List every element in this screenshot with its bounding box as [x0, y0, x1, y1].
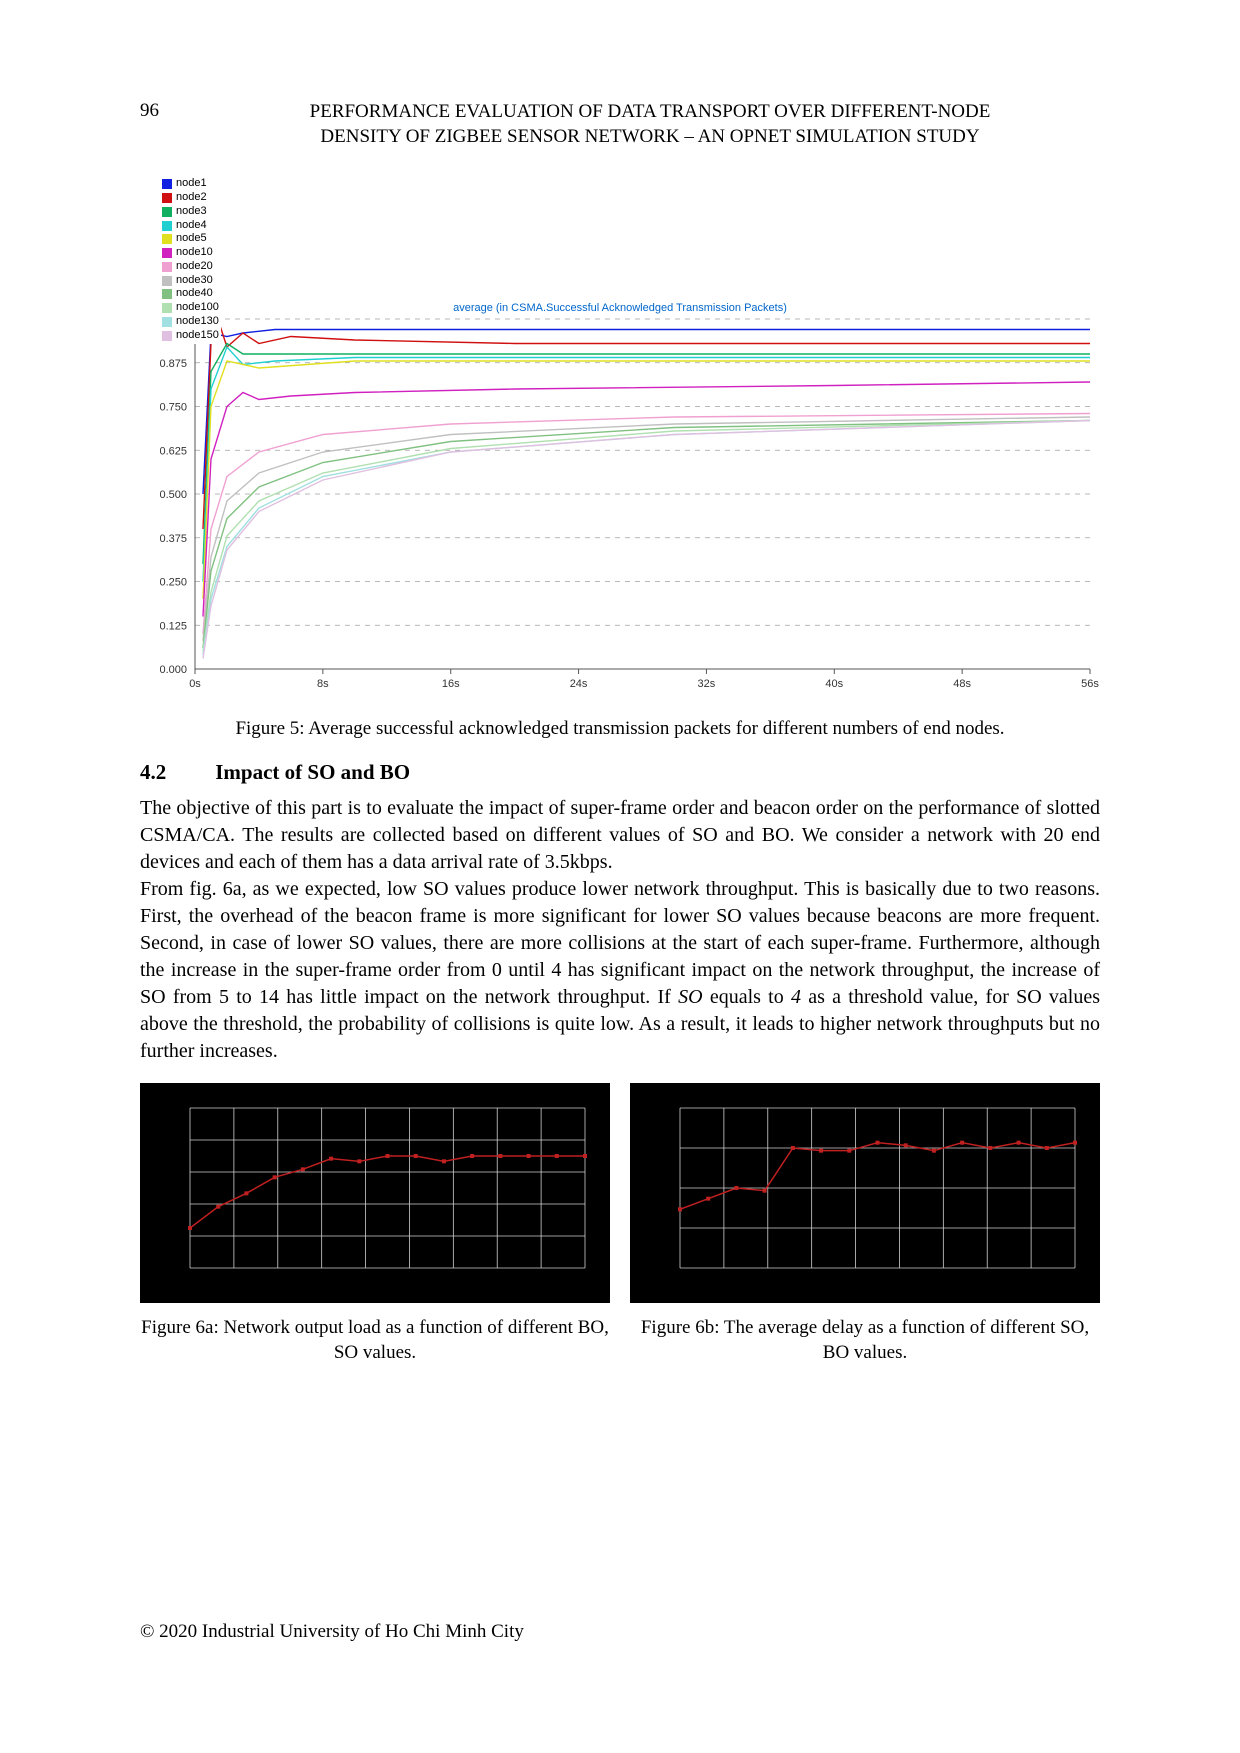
section-heading: 4.2 Impact of SO and BO	[140, 760, 1100, 785]
svg-text:0.500: 0.500	[159, 489, 187, 501]
svg-text:56s: 56s	[1081, 678, 1099, 690]
legend-label: node1	[176, 177, 207, 191]
legend-item: node4	[162, 219, 219, 233]
page-number: 96	[140, 100, 200, 122]
legend-swatch	[162, 207, 172, 217]
running-title: PERFORMANCE EVALUATION OF DATA TRANSPORT…	[200, 100, 1100, 149]
legend-label: node5	[176, 232, 207, 246]
svg-text:0.250: 0.250	[159, 577, 187, 589]
figure-6a-caption: Figure 6a: Network output load as a func…	[140, 1316, 610, 1365]
legend-swatch	[162, 179, 172, 189]
svg-text:16s: 16s	[442, 678, 460, 690]
legend-label: node2	[176, 191, 207, 205]
legend-label: node100	[176, 301, 219, 315]
legend-item: node130	[162, 315, 219, 329]
figure-5-caption: Figure 5: Average successful acknowledge…	[140, 718, 1100, 740]
legend-swatch	[162, 193, 172, 203]
legend-label: node130	[176, 315, 219, 329]
svg-text:0.875: 0.875	[159, 358, 187, 370]
paragraph-2: From fig. 6a, as we expected, low SO val…	[140, 876, 1100, 1065]
legend-item: node5	[162, 232, 219, 246]
legend-swatch	[162, 234, 172, 244]
legend-swatch	[162, 289, 172, 299]
figure-5-chart: average (in CSMA.Successful Acknowledged…	[140, 169, 1100, 699]
legend-item: node1	[162, 177, 219, 191]
svg-text:32s: 32s	[698, 678, 716, 690]
figure-5-legend: node1node2node3node4node5node10node20nod…	[160, 175, 221, 344]
svg-text:0.125: 0.125	[159, 621, 187, 633]
section-title: Impact of SO and BO	[215, 760, 410, 784]
svg-text:40s: 40s	[825, 678, 843, 690]
figure-5-container: average (in CSMA.Successful Acknowledged…	[140, 169, 1100, 704]
legend-swatch	[162, 248, 172, 258]
legend-item: node2	[162, 191, 219, 205]
figure-6a-chart	[140, 1083, 610, 1303]
running-header: 96 PERFORMANCE EVALUATION OF DATA TRANSP…	[140, 100, 1100, 149]
legend-swatch	[162, 221, 172, 231]
svg-text:0.375: 0.375	[159, 533, 187, 545]
legend-label: node3	[176, 205, 207, 219]
legend-item: node20	[162, 260, 219, 274]
svg-text:8s: 8s	[317, 678, 329, 690]
legend-label: node4	[176, 219, 207, 233]
section-number: 4.2	[140, 760, 210, 785]
legend-label: node40	[176, 287, 213, 301]
legend-label: node150	[176, 329, 219, 343]
legend-swatch	[162, 317, 172, 327]
svg-text:0s: 0s	[189, 678, 201, 690]
legend-label: node20	[176, 260, 213, 274]
legend-swatch	[162, 262, 172, 272]
legend-item: node10	[162, 246, 219, 260]
figure-6-row: Figure 6a: Network output load as a func…	[140, 1083, 1100, 1365]
figure-6b-caption: Figure 6b: The average delay as a functi…	[630, 1316, 1100, 1365]
svg-text:48s: 48s	[953, 678, 971, 690]
legend-label: node10	[176, 246, 213, 260]
svg-text:0.625: 0.625	[159, 446, 187, 458]
svg-text:average (in CSMA.Successful Ac: average (in CSMA.Successful Acknowledged…	[453, 302, 787, 314]
legend-swatch	[162, 303, 172, 313]
svg-text:0.750: 0.750	[159, 402, 187, 414]
footer-copyright: © 2020 Industrial University of Ho Chi M…	[140, 1621, 524, 1643]
legend-item: node100	[162, 301, 219, 315]
legend-swatch	[162, 276, 172, 286]
figure-6b-chart	[630, 1083, 1100, 1303]
legend-item: node150	[162, 329, 219, 343]
svg-text:0.000: 0.000	[159, 664, 187, 676]
legend-swatch	[162, 331, 172, 341]
paragraph-1: The objective of this part is to evaluat…	[140, 795, 1100, 876]
legend-item: node30	[162, 274, 219, 288]
legend-item: node3	[162, 205, 219, 219]
legend-item: node40	[162, 287, 219, 301]
svg-text:24s: 24s	[570, 678, 588, 690]
legend-label: node30	[176, 274, 213, 288]
